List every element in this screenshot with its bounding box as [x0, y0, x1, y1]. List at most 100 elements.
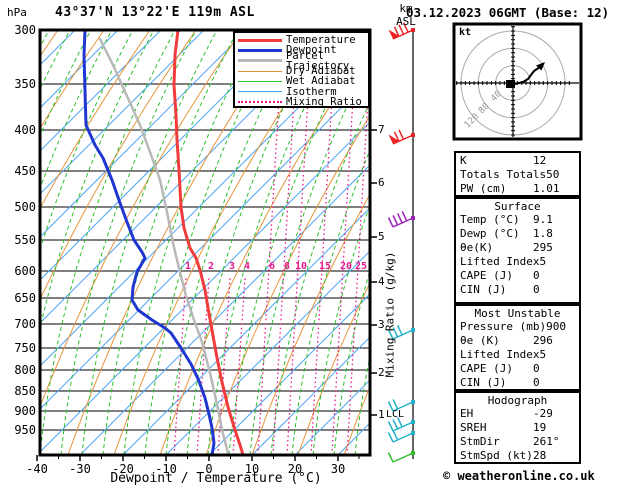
- temp-tick-label: 20: [287, 462, 303, 476]
- pressure-tick-label: 950: [14, 423, 36, 437]
- table-row-label: Lifted Index: [460, 348, 540, 361]
- table-row-value: 0: [533, 376, 540, 389]
- table-row: StmSpd (kt) 28: [460, 449, 575, 463]
- table-row-label: Temp (°C): [460, 213, 520, 226]
- datetime-label: 03.12.2023 06GMT (Base: 12): [406, 5, 610, 20]
- table-row-label: StmDir: [460, 435, 500, 448]
- legend-item-label: Wet Adiabat: [286, 75, 356, 88]
- legend-sample-line: [238, 70, 282, 72]
- pressure-tick-label: 450: [14, 164, 36, 178]
- table-row-value: 900: [546, 320, 566, 333]
- table-row-label: PW (cm): [460, 182, 507, 195]
- table-row: θe(K) 295: [460, 241, 575, 255]
- x-axis-label: Dewpoint / Temperature (°C): [110, 471, 322, 486]
- mixing-ratio-value-label: 20: [339, 261, 353, 272]
- legend-item: Isotherm: [238, 85, 366, 98]
- most-unstable-panel: Most Unstable Pressure (mb) 900 θe (K) 296 L…: [454, 304, 581, 391]
- table-row-value: 5: [539, 348, 547, 361]
- temp-tick-label: -30: [69, 462, 91, 476]
- km-tick-label: 1: [378, 408, 385, 421]
- table-row-label: CAPE (J): [460, 362, 513, 375]
- table-row: Dewp (°C) 1.8: [460, 227, 575, 241]
- table-row-value: 295: [533, 241, 553, 254]
- table-row-label: StmSpd (kt): [460, 449, 533, 462]
- table-row: EH -29: [460, 407, 575, 421]
- hodograph-panel: Hodograph EH -29 SREH 19 StmDir 261° StmSpd (k…: [454, 391, 581, 464]
- table-row-value: 19: [533, 421, 547, 434]
- table-row-value: 9.1: [533, 213, 553, 226]
- table-row-value: 0: [533, 269, 540, 282]
- legend-item-label: Parcel Trajectory: [286, 49, 350, 72]
- hodograph-panel-title: Hodograph: [487, 394, 548, 407]
- legend-sample-line: [238, 38, 282, 42]
- table-row: Lifted Index 5: [460, 348, 575, 362]
- altitude-unit-label: km ASL: [396, 2, 416, 28]
- station-title: 43°37'N 13°22'E 119m ASL: [55, 5, 255, 20]
- table-row-value: -29: [533, 407, 553, 420]
- pressure-tick-label: 850: [14, 384, 36, 398]
- table-row-value: 50: [546, 168, 560, 181]
- table-row-value: 1.01: [533, 182, 560, 195]
- mixing-ratio-value-label: 3: [228, 261, 236, 272]
- temp-tick-label: -40: [26, 462, 48, 476]
- legend-sample-line: [238, 59, 282, 63]
- mixing-ratio-axis-label: Mixing Ratio (g/kg): [383, 251, 397, 378]
- table-row-value: 296: [533, 334, 553, 347]
- mixing-ratio-value-label: 1: [184, 261, 192, 272]
- legend-item: Temperature: [238, 35, 366, 45]
- table-row: PW (cm) 1.01: [460, 182, 575, 196]
- pressure-tick-label: 350: [14, 77, 36, 91]
- pressure-tick-label: 900: [14, 404, 36, 418]
- table-row-value: 261°: [533, 435, 560, 448]
- temp-tick-label: -20: [112, 462, 134, 476]
- legend-box: Temperature Dewpoint Parcel Trajectory Dry …: [233, 31, 370, 108]
- lcl-label: LCL: [386, 409, 405, 420]
- mixing-ratio-value-label: 15: [318, 261, 332, 272]
- table-row: StmDir 261°: [460, 435, 575, 449]
- table-row-label: θe (K): [460, 334, 500, 347]
- table-row: CIN (J) 0: [460, 376, 575, 390]
- legend-item: Parcel Trajectory: [238, 51, 366, 71]
- surface-panel: Surface Temp (°C) 9.1 Dewp (°C) 1.8 θe(K) 295…: [454, 197, 581, 304]
- legend-item: Wet Adiabat: [238, 75, 366, 88]
- table-row-label: CAPE (J): [460, 269, 513, 282]
- km-tick-label: 6: [378, 176, 385, 189]
- surface-panel-title: Surface: [494, 200, 541, 213]
- table-row: θe (K) 296: [460, 334, 575, 348]
- mixing-ratio-value-label: 4: [243, 261, 251, 272]
- legend-item: Dry Adiabat: [238, 66, 366, 76]
- table-row: Temp (°C) 9.1: [460, 213, 575, 227]
- legend-item-label: Dewpoint: [286, 44, 337, 57]
- table-row-label: Pressure (mb): [460, 320, 547, 333]
- mixing-ratio-value-label: 8: [283, 261, 291, 272]
- table-row-value: 1.8: [533, 227, 553, 240]
- temp-tick-label: 10: [244, 462, 260, 476]
- table-row-value: 28: [533, 449, 547, 462]
- legend-item-label: Temperature: [286, 34, 356, 47]
- table-row: CIN (J) 0: [460, 283, 575, 297]
- mixing-ratio-value-label: 25: [354, 261, 368, 272]
- mixing-ratio-value-label: 6: [268, 261, 276, 272]
- table-row-label: K: [460, 154, 467, 167]
- legend-sample-line: [238, 91, 282, 93]
- credit-footer: © weatheronline.co.uk: [443, 469, 595, 483]
- pressure-tick-label: 400: [14, 123, 36, 137]
- pressure-tick-label: 600: [14, 264, 36, 278]
- temp-tick-label: -10: [155, 462, 177, 476]
- table-row: CAPE (J) 0: [460, 269, 575, 283]
- table-row: Pressure (mb) 900: [460, 320, 575, 334]
- table-row: Lifted Index 5: [460, 255, 575, 269]
- pressure-tick-label: 500: [14, 200, 36, 214]
- pressure-tick-label: 650: [14, 291, 36, 305]
- temp-tick-label: 30: [330, 462, 346, 476]
- pressure-tick-label: 750: [14, 341, 36, 355]
- table-row-value: 0: [533, 283, 540, 296]
- km-tick-label: 4: [378, 275, 385, 288]
- legend-item-label: Isotherm: [286, 85, 337, 98]
- pressure-tick-label: 800: [14, 363, 36, 377]
- mixing-ratio-value-label: 10: [294, 261, 308, 272]
- table-row-value: 5: [539, 255, 547, 268]
- table-row-label: SREH: [460, 421, 487, 434]
